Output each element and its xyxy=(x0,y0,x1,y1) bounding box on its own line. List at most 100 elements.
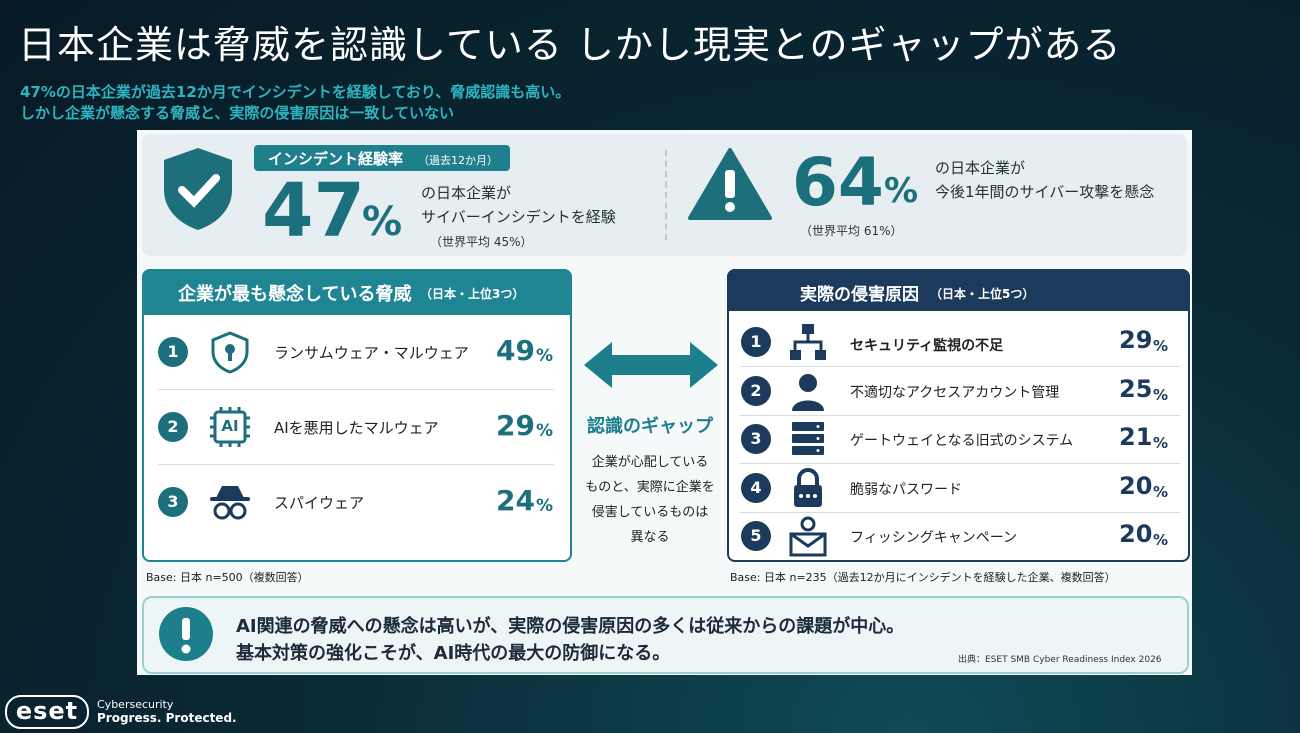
item-value: 25 xyxy=(1119,374,1153,403)
stat-unit: % xyxy=(362,199,403,245)
conclusion-box xyxy=(142,596,1189,674)
panel-title: 実際の侵害原因 xyxy=(800,285,919,305)
stat-badge xyxy=(254,145,510,171)
rank-circle xyxy=(158,337,188,367)
item-label: ランサムウェア・マルウェア xyxy=(274,344,469,362)
rank-circle xyxy=(158,487,188,517)
stat-note: （世界平均 45%） xyxy=(430,235,533,249)
left-panel-header xyxy=(142,269,572,315)
item-label: フィッシングキャンペーン xyxy=(850,530,1018,546)
item-value: 49 xyxy=(496,334,535,367)
row-divider xyxy=(740,511,1180,513)
right-panel xyxy=(727,269,1190,562)
stat-value: 64 xyxy=(792,144,884,221)
threat-icon xyxy=(208,330,252,378)
stat-text: の日本企業が xyxy=(935,159,1026,177)
item-value: 20 xyxy=(1119,520,1153,548)
cause-icon-svg xyxy=(790,324,826,360)
item-unit: % xyxy=(1153,337,1169,355)
shield-icon xyxy=(164,148,232,230)
slide-title: 日本企業は脅威を認識している しかし現実とのギャップがある xyxy=(18,23,1122,67)
cause-icon xyxy=(786,320,830,368)
tagline: Cybersecurity xyxy=(97,698,174,711)
item-unit: % xyxy=(1153,482,1169,501)
cause-icon-svg xyxy=(792,422,824,455)
item-unit: % xyxy=(1153,385,1169,404)
row-divider xyxy=(740,366,1180,367)
conclusion-text: 基本対策の強化こそが、AI時代の最大の防御になる。 xyxy=(236,643,671,664)
rank-number: 1 xyxy=(167,342,179,361)
conclusion-text: AI関連の脅威への懸念は高いが、実際の侵害原因の多くは従来からの課題が中心。 xyxy=(236,616,905,637)
rank-circle xyxy=(741,327,771,357)
cause-icon xyxy=(786,417,830,465)
logo: eset xyxy=(15,697,79,725)
cause-icon-svg xyxy=(792,373,824,411)
item-value: 29 xyxy=(496,409,535,442)
stat-text: 今後1年間のサイバー攻撃を懸念 xyxy=(935,183,1155,201)
rank-circle xyxy=(158,412,188,442)
logo-box xyxy=(5,695,89,729)
item-label: ゲートウェイとなる旧式のシステム xyxy=(850,433,1074,449)
stat-badge-text: インシデント経験率 xyxy=(268,150,404,168)
row-divider xyxy=(158,464,554,465)
subtitle: しかし企業が懸念する脅威と、実際の侵害原因は一致していない xyxy=(20,104,454,122)
item-unit: % xyxy=(536,496,554,516)
item-value: 24 xyxy=(496,484,535,517)
rank-number: 3 xyxy=(750,429,762,448)
threat-icon xyxy=(208,480,252,528)
stat-value: 47 xyxy=(262,168,365,254)
item-unit: % xyxy=(536,346,554,366)
item-label: 脆弱なパスワード xyxy=(850,481,962,498)
row-divider xyxy=(158,389,554,390)
tagline: Progress. Protected. xyxy=(97,711,237,725)
gap-text: 異なる xyxy=(630,530,670,545)
stat-text: サイバーインシデントを経験 xyxy=(421,208,616,226)
rank-number: 4 xyxy=(750,477,762,497)
gap-arrow xyxy=(584,342,718,388)
rank-circle xyxy=(741,375,771,406)
rank-circle xyxy=(741,521,771,551)
item-value: 21 xyxy=(1119,423,1153,451)
item-value: 20 xyxy=(1119,471,1153,500)
rank-number: 1 xyxy=(750,332,762,351)
cause-icon xyxy=(786,466,830,514)
row-divider xyxy=(740,414,1180,416)
item-value: 29 xyxy=(1119,326,1153,354)
base-note: Base: 日本 n=235（過去12か月にインシデントを経験した企業、複数回答… xyxy=(730,571,1116,584)
threat-icon-svg xyxy=(210,407,250,447)
rank-circle xyxy=(741,424,771,454)
gap-text: ものと、実際に企業を xyxy=(585,480,715,495)
cause-icon-svg xyxy=(789,516,827,557)
item-label: セキュリティ監視の不足 xyxy=(846,333,1096,357)
cause-icon xyxy=(786,369,830,417)
gap-text: 侵害しているものは xyxy=(591,505,709,520)
threat-icon-svg xyxy=(211,331,249,374)
warning-icon xyxy=(688,148,772,220)
icon-label: AI xyxy=(221,417,239,435)
right-panel-header xyxy=(727,269,1190,311)
item-label: AIを悪用したマルウェア xyxy=(274,419,439,437)
rank-number: 2 xyxy=(750,380,762,400)
rank-number: 3 xyxy=(167,492,179,511)
rank-number: 2 xyxy=(167,417,179,436)
base-note: Base: 日本 n=500（複数回答） xyxy=(146,571,309,584)
divider xyxy=(665,150,667,240)
stat-unit: % xyxy=(884,171,919,211)
subtitle: 47%の日本企業が過去12か月でインシデントを経験しており、脅威認識も高い。 xyxy=(20,83,571,101)
row-divider xyxy=(740,463,1180,464)
panel-title-note: （日本・上位3つ） xyxy=(420,287,525,301)
stat-badge-note: （過去12か月） xyxy=(418,154,498,167)
stat-text: の日本企業が xyxy=(421,184,512,202)
exclamation-icon xyxy=(159,607,213,661)
panel-title: 企業が最も懸念している脅威 xyxy=(178,284,412,305)
stat-note: （世界平均 61%） xyxy=(800,224,903,238)
gap-title: 認識のギャップ xyxy=(587,416,713,437)
threat-icon-svg xyxy=(210,486,250,520)
item-label: 不適切なアクセスアカウント管理 xyxy=(850,384,1060,401)
item-unit: % xyxy=(536,421,554,441)
source-note: 出典：ESET SMB Cyber Readiness Index 2026 xyxy=(958,655,1162,665)
rank-number: 5 xyxy=(750,526,762,545)
panel-title-note: （日本・上位5つ） xyxy=(930,287,1035,301)
cause-icon-svg xyxy=(794,467,822,507)
